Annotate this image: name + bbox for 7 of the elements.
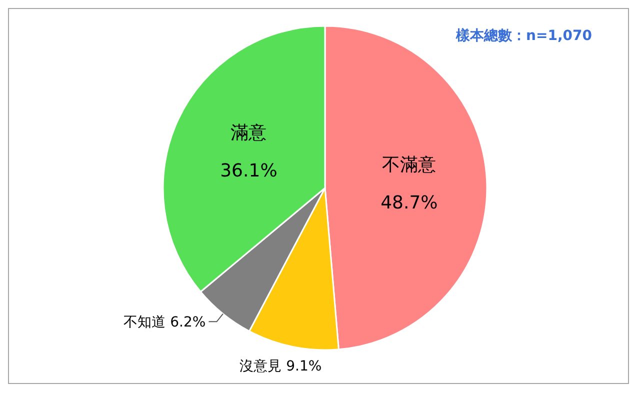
slice-label: 不知道 6.2% [124, 314, 206, 331]
data-label: 36.1% [220, 160, 278, 182]
slice-label: 沒意見 9.1% [240, 358, 322, 375]
slice-label: 滿意 [230, 122, 267, 144]
slice-label: 不滿意 [382, 154, 436, 176]
data-label: 48.7% [380, 192, 438, 214]
text: 樣本總數：n=1,070 [456, 27, 592, 45]
